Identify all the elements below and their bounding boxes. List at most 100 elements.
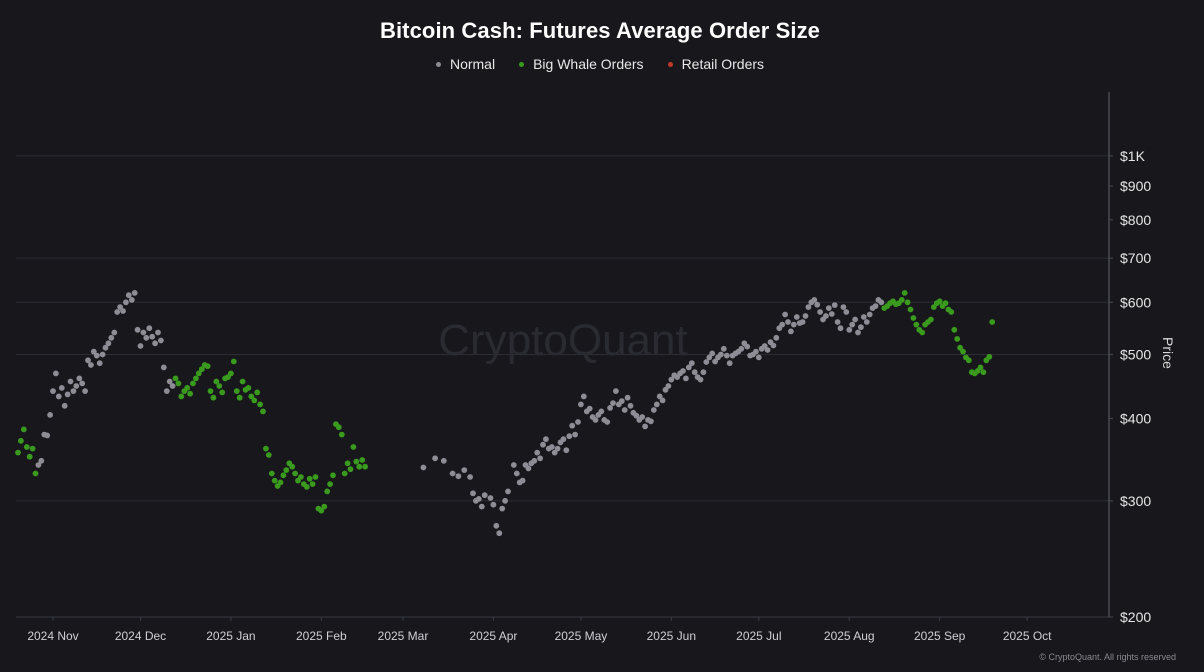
point-big-whale-orders [178,393,185,400]
legend-item-retail[interactable]: Retail Orders [667,56,765,72]
point-normal [102,344,109,351]
point-normal [53,370,59,377]
point-normal [840,304,847,310]
point-big-whale-orders [359,457,366,463]
point-normal [534,449,541,456]
point-normal [70,388,77,394]
point-big-whale-orders [23,444,30,450]
point-normal [627,402,634,409]
point-normal [537,455,543,462]
legend-label-normal: Normal [449,56,496,72]
point-big-whale-orders [312,474,319,480]
point-normal [618,398,625,404]
point-normal [825,305,832,311]
point-normal [668,376,675,383]
point-normal [846,326,853,333]
x-tick-label: 2024 Nov [27,629,78,643]
point-normal [744,343,751,350]
point-normal [817,309,823,315]
point-normal [572,431,578,438]
point-big-whale-orders [309,481,316,487]
x-tick-label: 2025 Aug [824,629,875,643]
point-normal [782,311,788,318]
point-big-whale-orders [362,463,368,470]
point-normal [548,444,555,450]
point-normal [79,380,86,387]
point-big-whale-orders [330,472,336,479]
point-normal [650,407,657,413]
point-big-whale-orders [254,389,261,396]
y-tick-label: $400 [1120,410,1151,426]
point-normal [67,378,74,385]
point-big-whale-orders [303,484,310,490]
point-big-whale-orders [233,388,240,394]
point-normal [531,457,538,464]
point-normal [461,467,468,473]
point-normal [519,477,526,484]
y-axis-ticks: $1K $900 $800 $700 $600 $500 $400 $300 $200 [1109,148,1151,625]
point-normal [858,324,864,331]
point-normal [872,303,879,309]
chart-title: Bitcoin Cash: Futures Average Order Size [379,18,821,43]
point-big-whale-orders [960,348,966,355]
point-normal [140,329,147,336]
point-normal [607,405,613,411]
point-normal [566,433,573,440]
point-big-whale-orders [318,507,325,514]
point-normal [680,368,686,374]
point-normal [120,308,126,314]
point-normal [467,474,473,480]
point-normal [691,369,698,376]
legend-label-retail: Retail Orders [681,56,765,72]
point-normal [764,347,771,353]
x-tick-label: 2025 Sep [914,629,966,643]
point-big-whale-orders [268,470,275,477]
point-big-whale-orders [190,380,196,387]
point-normal [475,496,482,502]
point-normal [55,393,62,400]
x-axis-ticks: 2024 Nov 2024 Dec 2025 Jan 2025 Feb 2025 Mar… [27,617,1052,643]
point-normal [108,334,115,341]
point-normal [73,383,80,389]
point-big-whale-orders [277,479,284,486]
point-big-whale-orders [20,426,27,433]
point-normal [540,441,546,448]
point-big-whale-orders [251,397,258,404]
y-tick-label: $500 [1120,347,1151,363]
point-normal [163,388,170,394]
point-normal [82,388,88,394]
point-normal [152,340,159,347]
point-normal [93,352,100,359]
point-normal [709,350,716,357]
point-normal [61,402,68,409]
point-big-whale-orders [257,401,263,408]
point-normal [860,314,867,320]
point-normal [123,299,129,306]
point-normal [706,354,713,361]
point-big-whale-orders [195,370,202,377]
point-normal [481,492,488,499]
point-normal [642,423,648,430]
point-normal [505,488,511,495]
legend-item-normal[interactable]: Normal [435,56,496,72]
point-big-whale-orders [948,309,955,315]
point-big-whale-orders [230,358,237,365]
point-normal [105,340,112,347]
point-normal [718,351,724,358]
y-tick-label: $600 [1120,294,1151,310]
point-big-whale-orders [954,336,961,342]
point-big-whale-orders [15,449,21,456]
point-normal [788,328,794,335]
point-normal [683,375,689,382]
x-tick-label: 2025 Mar [378,629,429,643]
point-big-whale-orders [321,503,328,510]
legend-item-big-whale[interactable]: Big Whale Orders [519,56,644,72]
point-big-whale-orders [236,394,243,401]
point-big-whale-orders [175,380,182,387]
point-big-whale-orders [216,383,223,389]
point-normal [712,358,718,365]
point-normal [90,348,97,355]
x-tick-label: 2025 May [555,629,608,643]
point-normal [837,325,844,332]
